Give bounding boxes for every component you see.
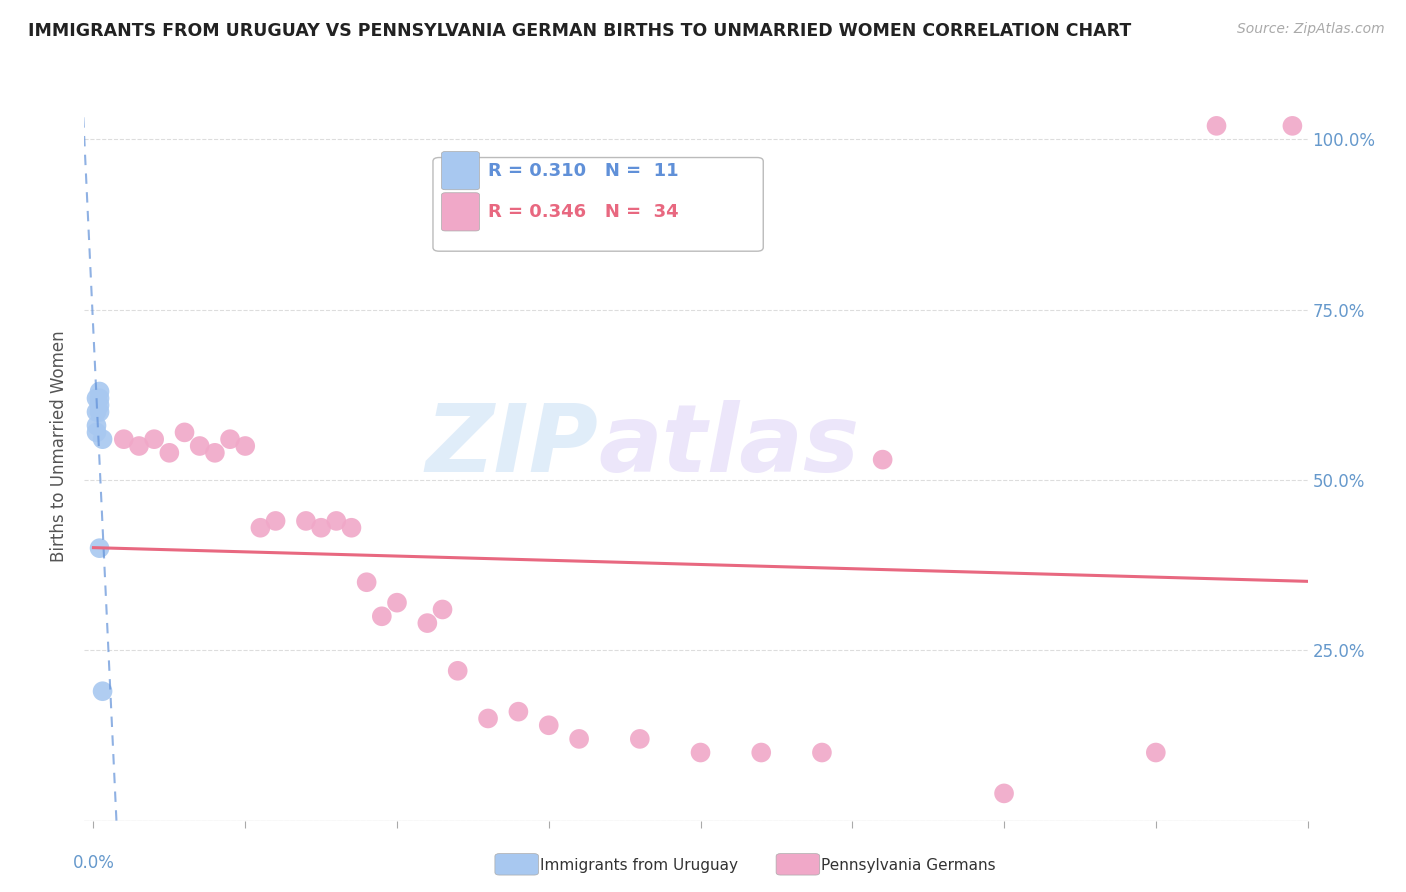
Text: 0.0%: 0.0% [73, 855, 114, 872]
Point [249, 521, 271, 535]
Point [385, 596, 408, 610]
Point [188, 439, 211, 453]
Point [416, 616, 439, 631]
Point [689, 746, 711, 760]
Point [325, 514, 347, 528]
Point [811, 746, 834, 760]
Point [628, 731, 651, 746]
Point [537, 718, 560, 732]
Point [89, 405, 111, 419]
Point [219, 432, 242, 446]
FancyBboxPatch shape [441, 152, 479, 190]
FancyBboxPatch shape [441, 193, 479, 231]
Point [264, 514, 287, 528]
Y-axis label: Births to Unmarried Women: Births to Unmarried Women [51, 330, 69, 562]
Point [204, 446, 226, 460]
Point [993, 786, 1015, 800]
Point [477, 711, 499, 725]
Point [447, 664, 470, 678]
FancyBboxPatch shape [433, 158, 763, 252]
Text: ZIP: ZIP [425, 400, 598, 492]
Point [89, 392, 111, 406]
Text: IMMIGRANTS FROM URUGUAY VS PENNSYLVANIA GERMAN BIRTHS TO UNMARRIED WOMEN CORRELA: IMMIGRANTS FROM URUGUAY VS PENNSYLVANIA … [28, 22, 1132, 40]
Point [371, 609, 394, 624]
Text: R = 0.310   N =  11: R = 0.310 N = 11 [488, 162, 679, 180]
Point [86, 392, 108, 406]
Point [157, 446, 180, 460]
Point [295, 514, 318, 528]
Point [89, 541, 111, 556]
Text: Source: ZipAtlas.com: Source: ZipAtlas.com [1237, 22, 1385, 37]
Point [1205, 119, 1227, 133]
Point [143, 432, 166, 446]
Point [749, 746, 772, 760]
Text: atlas: atlas [598, 400, 859, 492]
Text: R = 0.346   N =  34: R = 0.346 N = 34 [488, 203, 679, 221]
Point [91, 684, 114, 698]
Point [872, 452, 894, 467]
Point [86, 425, 108, 440]
Point [309, 521, 332, 535]
Point [1281, 119, 1303, 133]
Point [86, 418, 108, 433]
Point [356, 575, 378, 590]
Point [89, 398, 111, 412]
Point [89, 384, 111, 399]
Point [91, 432, 114, 446]
Point [568, 731, 591, 746]
Point [233, 439, 256, 453]
Point [128, 439, 150, 453]
Point [340, 521, 363, 535]
Point [112, 432, 135, 446]
Point [432, 602, 454, 616]
Text: Immigrants from Uruguay: Immigrants from Uruguay [540, 858, 738, 872]
Point [1144, 746, 1167, 760]
Text: Pennsylvania Germans: Pennsylvania Germans [821, 858, 995, 872]
Point [508, 705, 530, 719]
Point [86, 405, 108, 419]
Point [173, 425, 195, 440]
